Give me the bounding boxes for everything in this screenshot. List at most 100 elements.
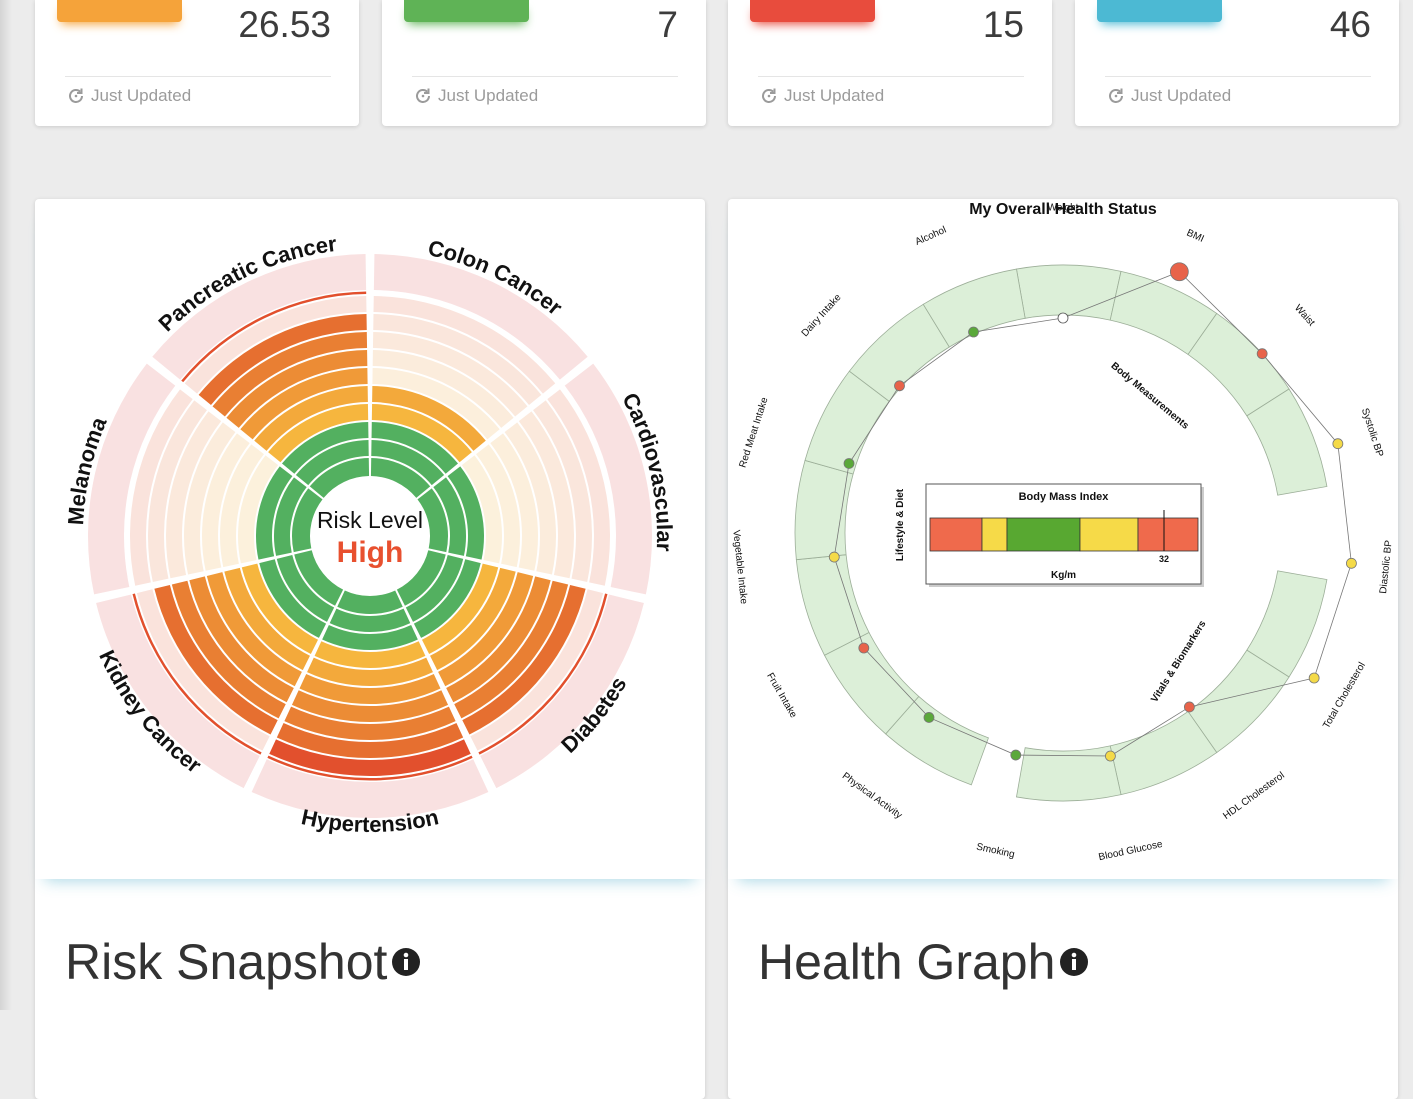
refresh-icon[interactable] [1107,87,1125,105]
risk-ring-cell [462,584,586,735]
health-metric-point[interactable] [1105,750,1116,762]
risk-ring-cell [533,400,592,582]
health-group-band[interactable] [1015,264,1328,496]
risk-ring-cell [256,466,293,560]
risk-ring-cell [421,563,499,655]
health-metric-label: Fruit Intake [764,671,799,720]
bmi-panel[interactable]: Body Mass Index 32 Kg/m [925,483,1204,587]
stat-card-color-chip [750,0,875,22]
stat-card-footer-text: Just Updated [91,86,192,105]
health-metric-point[interactable] [1308,672,1320,684]
risk-ring-cell [372,332,528,417]
risk-high-marker [267,755,473,781]
health-score-line [833,271,1352,757]
risk-ring-cell [372,350,514,428]
refresh-icon[interactable] [414,87,432,105]
risk-ring-cell [148,400,207,582]
health-metric-point[interactable] [858,642,870,654]
health-metric-point[interactable] [843,458,855,469]
risk-ring-cell [220,444,264,568]
health-metric-label: Physical Activity [840,771,904,822]
risk-ring-cell [371,440,445,486]
risk-ring-cell [417,488,448,553]
risk-ring-cell [268,404,369,463]
stat-card[interactable]: 26.53 Just Updated [35,0,359,126]
stat-card[interactable]: 7 Just Updated [382,0,706,126]
risk-snapshot-header: Risk Snapshot [65,933,421,991]
health-metric-point[interactable] [1183,701,1195,713]
risk-segment-label-band [251,759,489,818]
health-metric-point[interactable] [1010,749,1022,761]
health-metric-label: Vegetable Intake [730,529,749,605]
risk-ring-cell [291,690,449,722]
health-group-band[interactable] [794,268,1026,786]
risk-ring-cell [292,488,323,553]
health-metric-label: Weight [1048,203,1079,214]
risk-ring-cell [438,572,534,687]
health-metric-point[interactable] [968,326,979,338]
risk-segment[interactable]: Melanoma [63,361,323,596]
risk-segment[interactable]: Hypertension [246,590,494,837]
health-band-cell [794,459,854,561]
bmi-band [1079,517,1139,552]
risk-ring-cell [295,440,369,486]
health-status-chart[interactable]: My Overall Health Status Body Measurement… [728,199,1398,879]
risk-ring-cell [396,550,446,606]
risk-center [312,478,428,594]
stat-card-footer: Just Updated [1107,86,1231,106]
health-metric-point[interactable] [1332,438,1344,450]
risk-ring-cell [547,389,610,586]
health-metric-point[interactable] [1346,557,1357,569]
health-metric-point[interactable] [1169,262,1189,282]
risk-ring-cell [226,350,368,428]
risk-ring-cell [447,466,484,560]
risk-ring-cell [202,433,250,571]
stat-card-value: 46 [1329,4,1371,45]
risk-ring-cell [371,404,472,463]
health-metric-label: Alcohol [914,225,948,248]
bmi-band [1137,517,1199,552]
health-metric-label: Blood Glucose [1098,839,1164,863]
stat-card[interactable]: 46 Just Updated [1075,0,1399,126]
risk-ring-cell [470,589,604,751]
info-icon[interactable] [1059,947,1089,977]
stat-card-footer: Just Updated [67,86,191,106]
refresh-icon[interactable] [760,87,778,105]
health-band-cell [1246,388,1328,496]
risk-segment-label-band [152,254,367,380]
risk-ring-cell [370,458,431,498]
stat-card-color-chip [1097,0,1222,22]
risk-ring-cell [307,657,433,686]
health-metric-point[interactable] [828,551,840,563]
risk-level-value: High [337,536,404,569]
risk-ring-cell [206,572,302,687]
risk-chart-area: Colon Cancer Cardiovascular Diabetes Hypert… [35,199,705,879]
risk-ring-cell [490,433,538,571]
risk-ring-cell [337,590,403,614]
risk-snapshot-card: Colon Cancer Cardiovascular Diabetes Hypert… [35,199,705,1099]
health-metric-label: Systolic BP [1359,407,1385,459]
risk-segment-label-band [96,594,260,789]
risk-ring-cell [276,555,335,622]
risk-ring-cell [166,411,222,579]
health-group-band[interactable] [1015,570,1328,802]
bmi-band [1006,517,1081,552]
health-metric-point[interactable] [923,712,935,723]
health-metric-point[interactable] [1057,312,1069,324]
stat-card[interactable]: 15 Just Updated [728,0,1052,126]
risk-segment-label-band [88,363,176,595]
health-metric-point[interactable] [1256,348,1268,360]
divider [412,76,678,77]
risk-wheel-chart[interactable]: Colon CancerCardiovascularDiabetesHypert… [35,199,705,879]
stat-card-value: 26.53 [238,4,331,45]
stat-card-color-chip [57,0,182,22]
refresh-icon[interactable] [67,87,85,105]
risk-segment-label-band [564,363,652,595]
health-metric-point[interactable] [894,380,905,392]
risk-segment[interactable]: Cardiovascular [417,361,677,596]
info-icon[interactable] [391,947,421,977]
risk-ring-cell [274,477,307,556]
stat-card-footer-text: Just Updated [438,86,539,105]
health-metric-label: Red Meat Intake [737,396,770,470]
risk-ring-cell [154,584,278,735]
